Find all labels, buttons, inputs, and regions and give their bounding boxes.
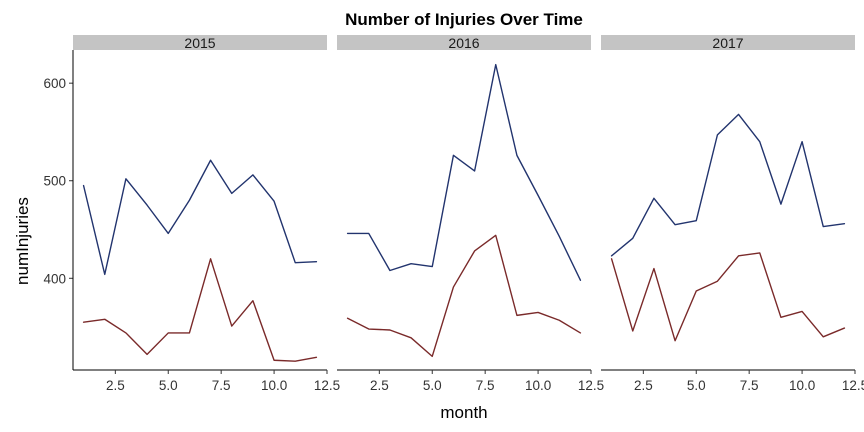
facet-strip xyxy=(337,35,591,50)
x-axis-title: month xyxy=(440,403,487,422)
x-tick-label: 2.5 xyxy=(370,378,389,393)
series-line-2 xyxy=(346,234,582,358)
x-tick-label: 5.0 xyxy=(423,378,442,393)
y-tick-label: 600 xyxy=(43,76,66,91)
facet-panels: 400 500 600 2015 2.5 5.0 7.5 10.0 12.5 2016 2.5 5.0… xyxy=(43,35,864,393)
series-line-1 xyxy=(346,63,582,281)
series-line-2 xyxy=(82,258,318,362)
facet-strip-label: 2016 xyxy=(448,35,479,51)
facet-panel-2017: 2017 2.5 5.0 7.5 10.0 12.5 xyxy=(601,35,864,393)
x-tick-label: 2.5 xyxy=(634,378,653,393)
facet-strip-label: 2017 xyxy=(712,35,743,51)
facet-panel-2015: 2015 2.5 5.0 7.5 10.0 12.5 xyxy=(72,35,340,393)
x-tick-label: 5.0 xyxy=(159,378,178,393)
x-tick-label: 12.5 xyxy=(314,378,340,393)
x-tick-label: 7.5 xyxy=(740,378,759,393)
x-tick-label: 10.0 xyxy=(525,378,551,393)
series-line-1 xyxy=(82,159,318,276)
x-tick-label: 10.0 xyxy=(261,378,287,393)
x-tick-label: 5.0 xyxy=(687,378,706,393)
facet-panel-2016: 2016 2.5 5.0 7.5 10.0 12.5 xyxy=(337,35,604,393)
y-axis: 400 500 600 xyxy=(43,76,73,286)
x-tick-label: 7.5 xyxy=(476,378,495,393)
facet-strip-label: 2015 xyxy=(184,35,215,51)
facet-strip xyxy=(601,35,855,50)
y-tick-label: 500 xyxy=(43,174,66,189)
x-tick-label: 7.5 xyxy=(212,378,231,393)
x-tick-label: 2.5 xyxy=(106,378,125,393)
facet-strip xyxy=(73,35,327,50)
y-axis-title: numInjuries xyxy=(13,197,32,285)
x-tick-label: 10.0 xyxy=(789,378,815,393)
x-tick-label: 12.5 xyxy=(578,378,604,393)
chart-title: Number of Injuries Over Time xyxy=(345,10,583,29)
series-line-1 xyxy=(610,113,846,257)
series-line-2 xyxy=(610,252,846,342)
x-tick-label: 12.5 xyxy=(842,378,864,393)
y-tick-label: 400 xyxy=(43,271,66,286)
